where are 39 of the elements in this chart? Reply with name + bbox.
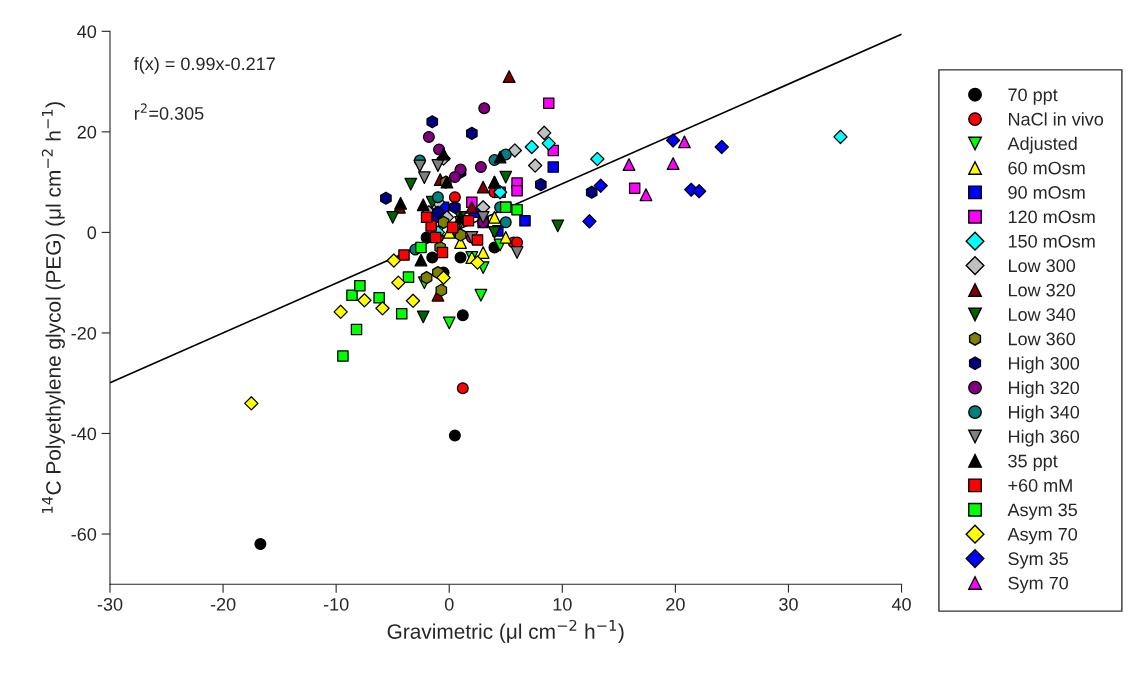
annotation: r$^{2}$=0.305 <box>134 103 204 120</box>
y-tick-label: 40 <box>77 25 97 39</box>
legend-label: 70 ppt <box>1008 88 1058 105</box>
x-tick-label: 20 <box>666 597 685 611</box>
y-axis-title: $^{14}$C Polyethylene glycol (PEG) (μl cm$^{−2}$ h$^{−1}$) <box>41 102 65 513</box>
legend-label: Low 360 <box>1009 332 1076 346</box>
y-tick-label: 20 <box>77 125 97 139</box>
legend-label: Sym 70 <box>1008 576 1069 594</box>
x-tick-label: -20 <box>210 597 236 611</box>
legend-label: 35 ppt <box>1008 454 1058 471</box>
y-tick-label: -60 <box>71 527 97 541</box>
legend-label: High 360 <box>1009 429 1080 447</box>
annotation: f(x) = 0.99x-0.217 <box>134 56 275 74</box>
x-tick-label: 30 <box>779 597 798 611</box>
x-tick-label: 0 <box>444 597 454 611</box>
legend-label: Asym 70 <box>1007 527 1078 545</box>
x-tick-label: 40 <box>891 597 911 611</box>
legend-label: Low 340 <box>1009 308 1076 321</box>
legend-label: 60 mOsm <box>1008 161 1085 175</box>
y-tick-label: -20 <box>71 326 97 340</box>
legend-label: High 320 <box>1009 380 1080 398</box>
legend-label: 90 mOsm <box>1008 186 1085 199</box>
legend-label: Low 300 <box>1009 259 1076 273</box>
x-tick-label: -10 <box>323 597 349 611</box>
legend-label: Low 320 <box>1009 283 1076 297</box>
legend-label: NaCl in vivo <box>1009 112 1104 126</box>
x-tick-label: 10 <box>553 597 572 611</box>
legend-label: High 340 <box>1009 405 1080 423</box>
legend-label: 120 mOsm <box>1008 210 1095 224</box>
legend-label: High 300 <box>1009 356 1080 374</box>
x-tick-label: -30 <box>97 597 123 611</box>
x-axis-title: Gravimetric (μl cm$^{−2}$ h$^{−1}$) <box>387 619 624 643</box>
legend-label: Adjusted <box>1007 136 1077 154</box>
legend-label: 150 mOsm <box>1008 234 1095 248</box>
legend-label: Sym 35 <box>1008 552 1068 569</box>
legend-label: Asym 35 <box>1007 503 1077 520</box>
legend-label: +60 mM <box>1008 479 1072 492</box>
y-tick-label: -40 <box>71 427 97 441</box>
y-tick-label: 0 <box>87 226 97 240</box>
